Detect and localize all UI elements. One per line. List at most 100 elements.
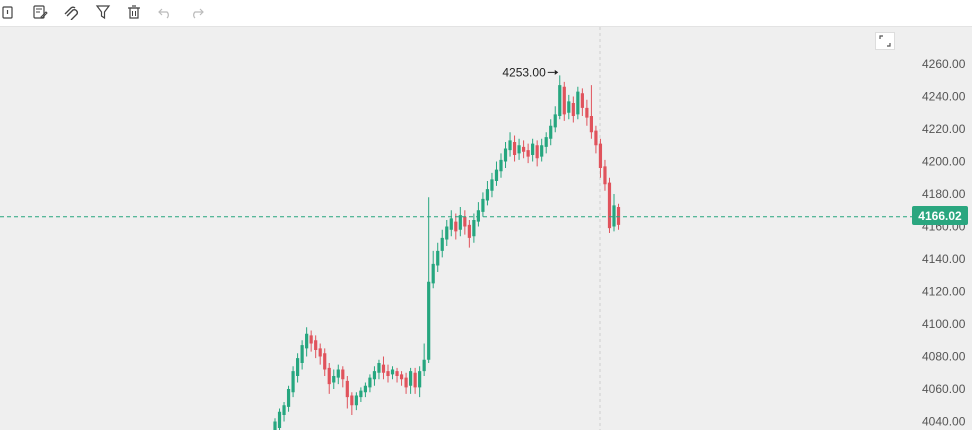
candle-body <box>499 159 503 172</box>
candle-body <box>571 103 575 116</box>
candle-body <box>549 125 553 139</box>
candle-body <box>399 374 404 380</box>
candle-body <box>431 263 435 284</box>
candle-body <box>589 116 593 133</box>
y-tick-label: 4200.00 <box>922 155 966 169</box>
y-tick-label: 4140.00 <box>922 252 966 266</box>
y-tick-label: 4240.00 <box>922 90 966 104</box>
candle-body <box>395 371 399 376</box>
candle-body <box>481 198 485 212</box>
candle-body <box>458 215 462 230</box>
candle-body <box>490 179 494 191</box>
candle-body <box>282 405 286 415</box>
candle-body <box>454 221 458 232</box>
high-arrow-head <box>554 69 559 75</box>
candle-body <box>341 369 345 380</box>
candle-body <box>517 145 521 154</box>
candle-body <box>354 395 358 406</box>
candle-body <box>327 367 331 385</box>
candle-body <box>390 369 395 375</box>
candle-body <box>562 86 566 115</box>
candle-body <box>381 364 386 373</box>
candle-body <box>585 107 589 118</box>
candle-body <box>607 182 612 229</box>
candle-body <box>409 371 413 386</box>
candle-body <box>300 345 304 363</box>
candle-body <box>544 137 548 147</box>
candle-body <box>336 369 340 378</box>
candle-body <box>332 376 336 383</box>
candle-body <box>576 91 580 115</box>
candle-body <box>485 189 490 201</box>
candle-body <box>291 371 295 393</box>
candle-body <box>472 220 476 237</box>
candle-body <box>404 377 408 388</box>
candle-body <box>377 363 381 373</box>
candle-body <box>440 237 444 251</box>
candle-body <box>363 385 367 393</box>
candle-body <box>427 281 431 360</box>
candle-body <box>540 145 544 157</box>
candle-body <box>508 140 512 151</box>
candle-body <box>418 371 422 388</box>
candle-body <box>463 216 467 227</box>
y-tick-label: 4120.00 <box>922 285 966 299</box>
last-price-tag: 4166.02 <box>912 206 968 225</box>
candle-body <box>594 130 598 146</box>
candle-body <box>494 169 499 181</box>
candle-body <box>296 358 300 376</box>
toolbar <box>0 0 972 27</box>
candle-body <box>580 93 584 108</box>
y-tick-label: 4260.00 <box>922 57 966 71</box>
candle-body <box>476 210 480 222</box>
note-edit-icon[interactable] <box>31 3 49 21</box>
candle-body <box>445 226 449 240</box>
candle-body <box>386 371 390 376</box>
y-tick-label: 4100.00 <box>922 317 966 331</box>
candle-body <box>467 224 471 238</box>
candle-body <box>553 114 557 128</box>
candle-body <box>413 372 417 388</box>
candle-body <box>359 390 363 398</box>
candle-body <box>558 85 562 116</box>
candle-body <box>277 411 282 428</box>
timer-icon[interactable] <box>0 3 18 21</box>
candle-body <box>436 250 440 266</box>
magnet-icon[interactable] <box>62 3 80 21</box>
expand-icon[interactable] <box>875 32 895 50</box>
candle-body <box>612 205 616 227</box>
undo-icon[interactable] <box>156 3 174 21</box>
candle-body <box>616 207 621 225</box>
candle-body <box>422 359 426 372</box>
price-chart[interactable]: 4260.004240.004220.004200.004180.004160.… <box>0 27 972 430</box>
candle-body <box>350 395 354 406</box>
candle-body <box>273 421 277 430</box>
candle-body <box>305 333 309 349</box>
y-tick-label: 4180.00 <box>922 187 966 201</box>
candle-body <box>567 101 571 113</box>
candle-body <box>522 146 526 152</box>
candle-body <box>372 371 377 380</box>
candle-body <box>318 348 322 357</box>
trash-icon[interactable] <box>125 3 143 21</box>
candle-body <box>345 380 349 398</box>
y-tick-label: 4060.00 <box>922 382 966 396</box>
candle-body <box>323 353 327 370</box>
candle-body <box>449 218 453 230</box>
redo-icon[interactable] <box>188 3 206 21</box>
high-price-label: 4253.00 <box>502 65 546 79</box>
candle-body <box>286 389 291 407</box>
candle-body <box>526 150 530 157</box>
candle-body <box>603 166 607 185</box>
y-tick-label: 4040.00 <box>922 415 966 429</box>
candle-body <box>503 148 508 162</box>
candle-body <box>368 377 372 388</box>
filter-icon[interactable] <box>94 3 112 21</box>
candle-body <box>598 143 603 168</box>
candle-body <box>314 340 318 350</box>
candle-body <box>531 143 535 155</box>
candle-body <box>309 335 313 344</box>
y-tick-label: 4220.00 <box>922 122 966 136</box>
candle-body <box>535 145 539 159</box>
y-tick-label: 4080.00 <box>922 350 966 364</box>
